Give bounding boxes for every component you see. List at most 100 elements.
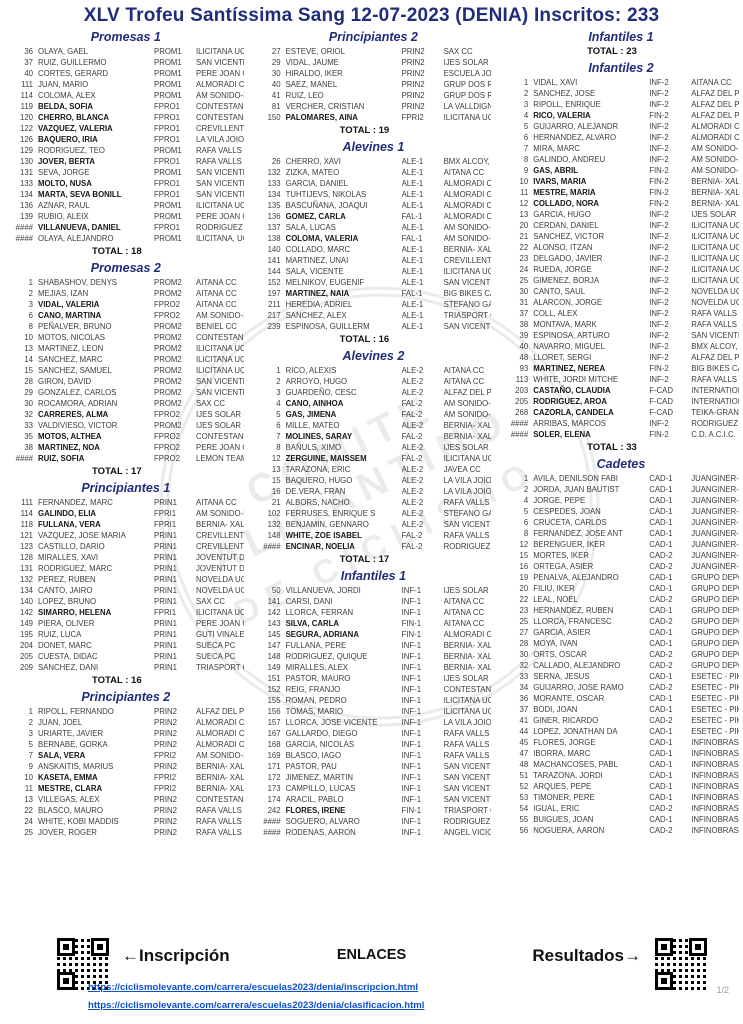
rider-club: SAN VICENTE CC — [196, 377, 244, 386]
rider-name: SANCHEZ, ALEX — [285, 311, 347, 320]
rider-club: AM SONIDO-ENER — [691, 155, 739, 164]
rider-category: PROM2 — [154, 388, 182, 397]
rider-name: PENALVA, ALEJANDRO — [533, 573, 619, 582]
rider-category: INF-1 — [401, 608, 422, 617]
rider-name: JUAN, JOEL — [38, 718, 83, 727]
category-section: Principiantes 2 27 ESTEVE, ORIOL PRIN2 SAX C… — [256, 30, 492, 136]
rider-number: 111 — [21, 80, 33, 89]
rider-name: COLOMA, VALERIA — [285, 234, 359, 243]
rider-category: FAL-1 — [401, 234, 423, 243]
rider-number: 21 — [519, 232, 529, 241]
rider-row: 150 PALOMARES, AINA FPRI2 ILICITANA UC — [256, 112, 492, 123]
rider-category: FAL-2 — [401, 542, 423, 551]
rider-number: 8 — [276, 443, 281, 452]
rider-number: 126 — [19, 135, 33, 144]
rider-club: ALMORADI CC — [443, 201, 492, 210]
rider-name: FLORES, JORGE — [533, 738, 596, 747]
rider-category: PROM2 — [154, 333, 182, 342]
rider-number: 171 — [267, 762, 281, 771]
rider-name: MOLTO, NUSA — [38, 179, 92, 188]
rider-row: 40 SAEZ, MANEL PRIN2 GRUP DOS RODES — [256, 79, 491, 90]
rider-number: 32 — [519, 661, 529, 670]
rider-category: INF-2 — [649, 276, 669, 285]
rider-category: ALE-1 — [401, 190, 424, 199]
rider-name: TOMAS, MARIO — [285, 707, 344, 716]
rider-club: ESETEC - PIKOLIN — [691, 716, 739, 725]
rider-row: 50 VILLANUEVA, JORDI INF-1 IJES SOLAR - HIG… — [256, 585, 492, 596]
rider-club: SAN VICENTE CC — [443, 520, 492, 529]
section-total: TOTAL : 16 — [339, 334, 390, 345]
rider-category: INF-2 — [649, 375, 669, 384]
rider-club: ILICITANA UC — [691, 265, 739, 274]
rider-category: PROM2 — [154, 344, 182, 353]
rider-number: 9 — [28, 762, 33, 771]
rider-name: ALONSO, ITZAN — [533, 243, 593, 252]
rider-name: CANTO, JAIRO — [38, 586, 93, 595]
rider-club: ILICITANA UC — [196, 608, 244, 617]
rider-row: 2 ARROYO, HUGO ALE-2 AITANA CC — [256, 376, 492, 387]
rider-number: 141 — [267, 597, 281, 606]
rider-number: 47 — [519, 749, 529, 758]
list-column: Principiantes 2 27 ESTEVE, ORIOL PRIN2 SAX C… — [248, 27, 496, 841]
rider-club: ALFAZ DEL PI CC — [691, 100, 739, 109]
rider-category: PRIN2 — [401, 58, 425, 67]
rider-club: ALMORADI CC — [691, 122, 739, 131]
rider-club: AITANA CC — [691, 78, 732, 87]
rider-name: CAMPILLO, LUCAS — [285, 784, 356, 793]
rider-number: 30 — [271, 69, 281, 78]
rider-club: AM SONIDO-ENER — [691, 166, 739, 175]
rider-number: 36 — [519, 694, 529, 703]
rider-category: ALE-1 — [401, 256, 424, 265]
rider-category: FPRI2 — [154, 773, 177, 782]
rider-category: PRIN1 — [154, 575, 177, 584]
rider-name: MARTINEZ, NAIA — [285, 289, 350, 298]
rider-club: IJES SOLAR - HIGH — [691, 210, 739, 219]
rider-category: ALE-2 — [401, 487, 424, 496]
footer: ←Inscripción ENLACES Resultados→ https:/… — [0, 930, 743, 1024]
rider-row: 29 GONZALEZ, CARLOS PROM2 SAN VICENTE CC — [8, 387, 243, 398]
rider-row: 53 TIMONER, PERE CAD-1 INFINOBRAS - GRU — [503, 792, 739, 803]
rider-name: PEÑALVER, BRUNO — [38, 322, 112, 331]
rider-row: #### ARRIBAS, MARCOS INF-2 RODRIGUEZ MAG — [503, 418, 739, 429]
rider-number: 3 — [523, 100, 529, 109]
rider-category: INF-2 — [649, 309, 669, 318]
rider-number: 12 — [519, 199, 529, 208]
rider-row: 2 SANCHEZ, JOSE INF-2 ALFAZ DEL PI CC — [503, 88, 739, 99]
rider-club: SAN VICENTE CC — [443, 784, 492, 793]
rider-club: IJES SOLAR - HIGH — [443, 586, 492, 595]
rider-row: 118 FULLANA, VERA FPRI1 BERNIA- XALO CC — [8, 519, 244, 530]
rider-club: NOVELDA UC — [691, 298, 739, 307]
rider-row: 34 GUIJARRO, JOSE RAMO CAD-2 ESETEC - PIKOL… — [503, 682, 739, 693]
rider-category: ALE-1 — [401, 311, 424, 320]
clasificacion-link[interactable]: https://ciclismolevante.com/carrera/escu… — [88, 1000, 425, 1011]
rider-number: 169 — [267, 751, 281, 760]
rider-name: LOPEZ, JONATHAN DA — [533, 727, 618, 736]
rider-club: CONTESTANO CC — [196, 102, 244, 111]
rider-category: PROM2 — [154, 399, 182, 408]
rider-category: PROM1 — [154, 212, 182, 221]
rider-number: 6 — [523, 518, 529, 527]
rider-category: ALE-2 — [401, 366, 424, 375]
rider-category: FPRO2 — [154, 300, 180, 309]
rider-category: ALE-1 — [401, 322, 424, 331]
rider-number: 132 — [267, 520, 281, 529]
rider-number: 27 — [271, 47, 281, 56]
rider-category: CAD-2 — [649, 826, 673, 835]
rider-club: BERNIA- XALO CC — [443, 663, 492, 672]
rider-club: BERNIA- XALO CC — [443, 421, 492, 430]
rider-row: 6 HERNANDEZ, ALVARO INF-2 ALMORADI CC — [503, 132, 739, 143]
rider-name: FULLANA, VERA — [38, 520, 101, 529]
rider-number: #### — [15, 223, 33, 232]
rider-number: 136 — [267, 212, 281, 221]
rider-category: FPRO2 — [154, 443, 180, 452]
rider-row: 1 SHABASHOV, DENYS PROM2 AITANA CC — [8, 277, 244, 288]
rider-category: FPRO1 — [154, 157, 180, 166]
rider-name: FILIU, IKER — [533, 584, 575, 593]
inscripcion-link[interactable]: https://ciclismolevante.com/carrera/escu… — [88, 982, 419, 993]
rider-club: AM SONIDO-ENER — [196, 751, 244, 760]
rider-row: 10 MOTOS, NICOLAS PROM2 CONTESTANO CC — [8, 332, 243, 343]
rider-name: MEJIAS, IZAN — [38, 289, 89, 298]
rider-club: NOVELDA UC — [196, 575, 244, 584]
rider-row: 13 VILLEGAS, ALEX PRIN2 CONTESTANO CC — [8, 794, 243, 805]
rider-row: 9 ANSKAITIS, MARIUS PRIN2 BERNIA- XALO CC — [8, 761, 244, 772]
